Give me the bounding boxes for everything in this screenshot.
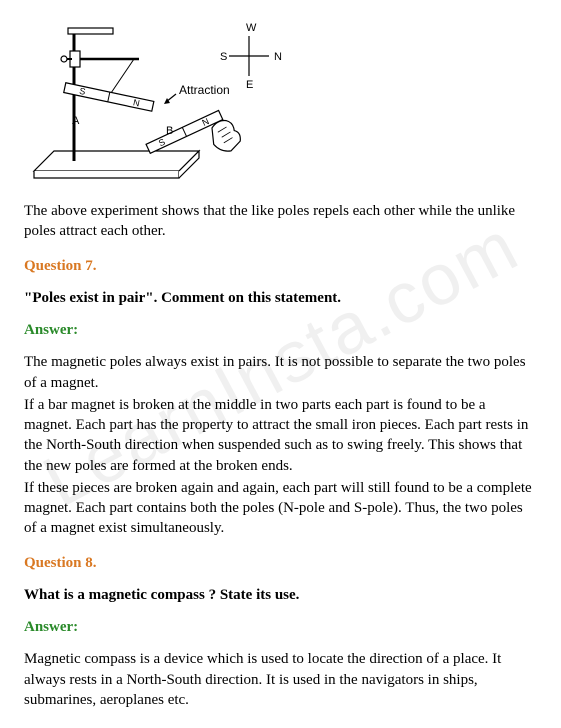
page-content: S N A W S N E Attraction S N B The above… xyxy=(24,16,537,710)
magnet-experiment-diagram: S N A W S N E Attraction S N B xyxy=(24,16,284,191)
compass-n: N xyxy=(274,51,282,63)
question-7-text: "Poles exist in pair". Comment on this s… xyxy=(24,288,537,308)
compass-w: W xyxy=(246,22,257,34)
question-8-number: Question 8. xyxy=(24,553,537,573)
question-7-answer-p2: If a bar magnet is broken at the middle … xyxy=(24,395,537,476)
question-7-answer-label: Answer: xyxy=(24,320,537,340)
end-label-b: B xyxy=(166,125,173,137)
question-7-answer-p1: The magnetic poles always exist in pairs… xyxy=(24,352,537,393)
question-8-answer-label: Answer: xyxy=(24,617,537,637)
compass-e: E xyxy=(246,79,253,91)
attraction-label: Attraction xyxy=(179,83,230,97)
question-7-answer-p3: If these pieces are broken again and aga… xyxy=(24,478,537,539)
question-8-text: What is a magnetic compass ? State its u… xyxy=(24,585,537,605)
end-label-a: A xyxy=(72,115,80,127)
question-8-answer-p1: Magnetic compass is a device which is us… xyxy=(24,649,537,710)
question-7-number: Question 7. xyxy=(24,256,537,276)
intro-paragraph: The above experiment shows that the like… xyxy=(24,201,537,242)
compass-s: S xyxy=(220,51,227,63)
